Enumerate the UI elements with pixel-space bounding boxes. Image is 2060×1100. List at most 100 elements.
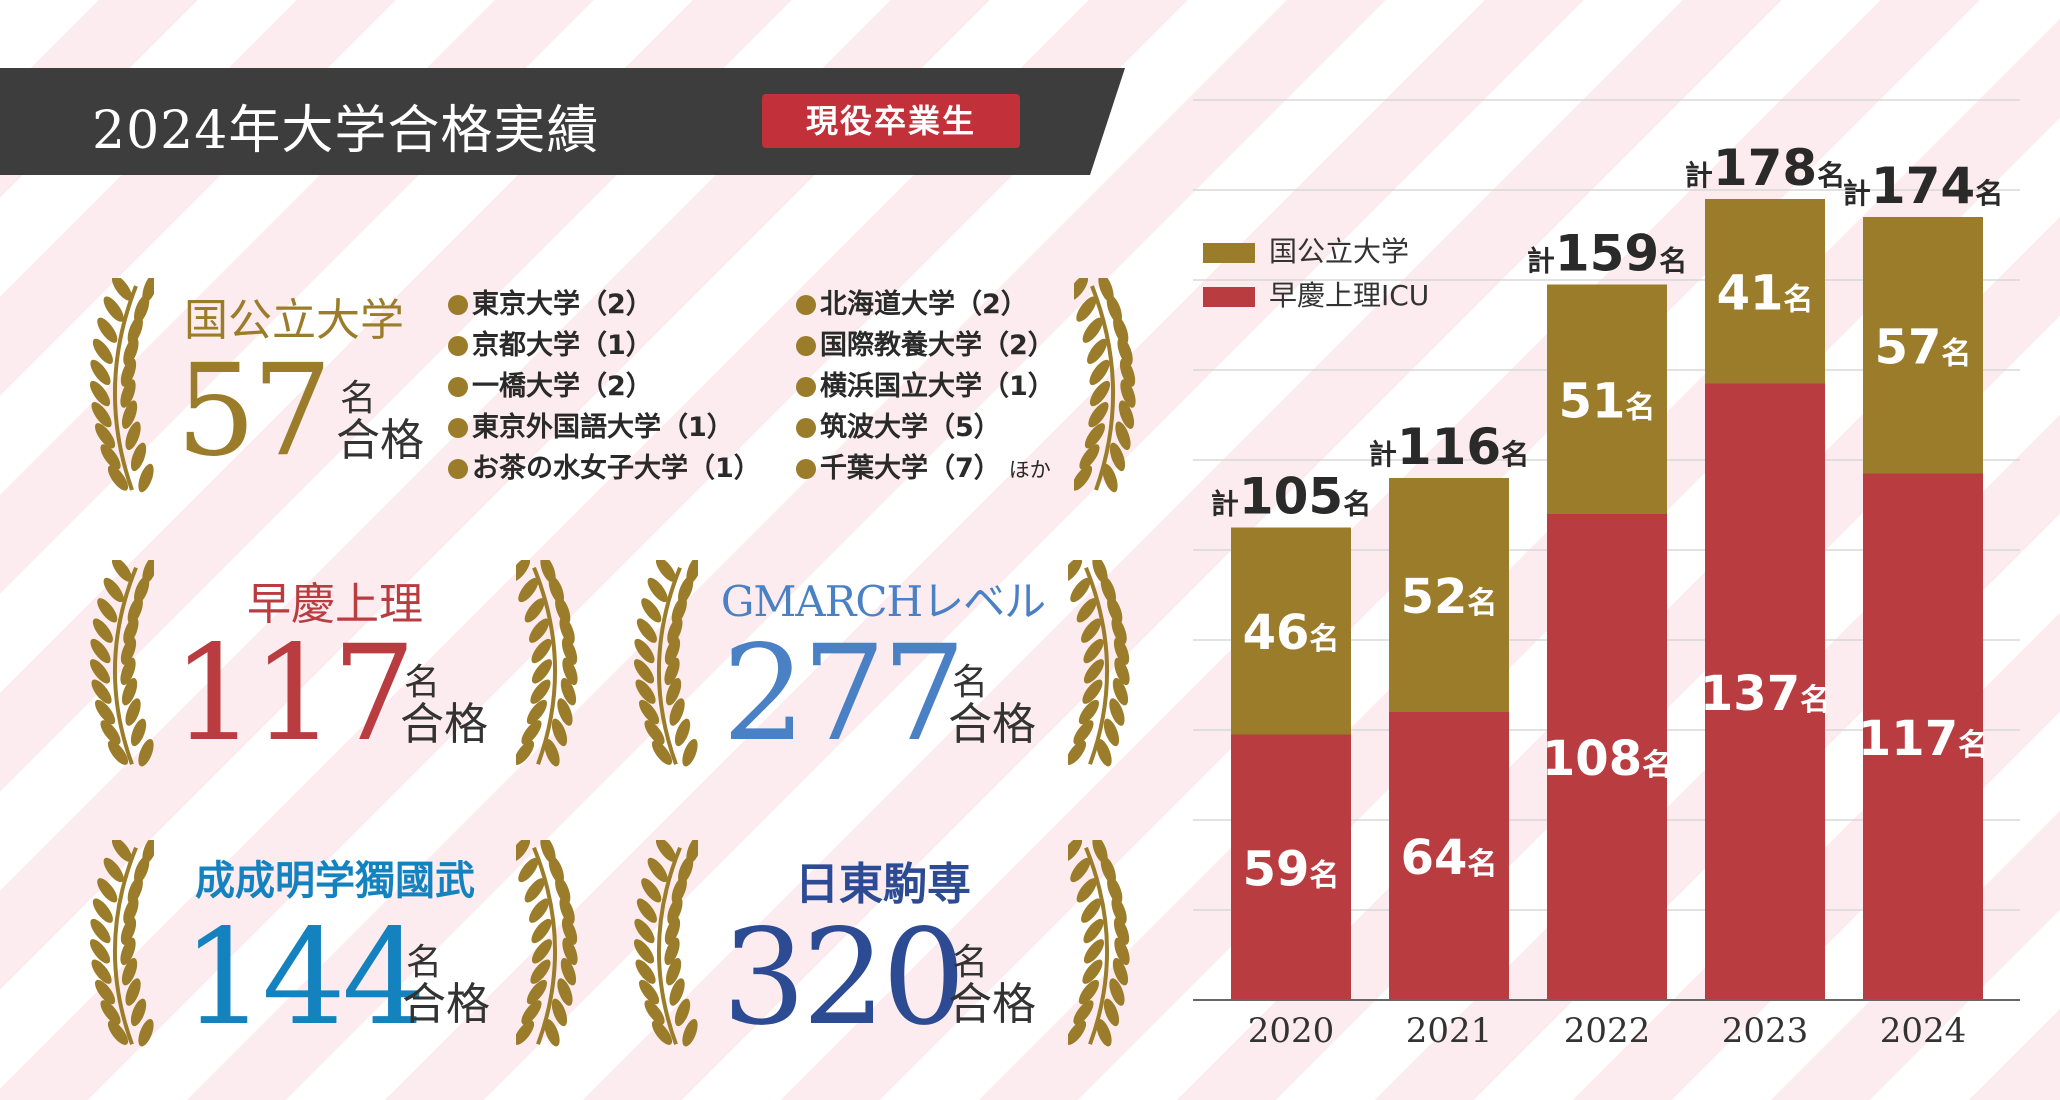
laurel-leaf [1113,315,1129,345]
laurel-leaf [516,560,531,582]
legend-label: 国公立大学 [1269,235,1410,268]
laurel-leaf [682,1019,698,1047]
bar-segment-kokkoritsu [1389,478,1509,712]
laurel-leaf [669,978,685,1006]
card-nittokomasen: 日東駒専 320 名 合格 [628,840,1130,1052]
data-label-part: 46 [1243,605,1310,661]
total-label-part: 計 [1211,488,1239,521]
data-label: 64名 [1401,830,1498,886]
laurel-leaf [561,637,578,665]
laurel-leaf [667,616,683,645]
laurel-leaf [1089,359,1110,386]
laurel-left-icon [633,840,698,1047]
laurel-leaf [544,1019,560,1047]
unit-goukaku: 合格 [948,978,1036,1030]
list-item: 筑波大学（5） [796,407,1055,448]
data-label: 51名 [1559,373,1656,429]
laurel-leaf [555,876,571,905]
laurel-leaf [1115,421,1131,451]
laurel-leaf [635,959,656,984]
laurel-leaf [134,294,150,324]
laurel-leaf [138,739,154,767]
laurel-leaf [107,465,129,491]
data-label-part: 名 [1800,683,1830,718]
laurel-leaf [103,857,124,883]
laurel-leaf [1070,857,1091,883]
laurel-leaf [678,856,694,884]
laurel-leaf [1111,896,1127,925]
card-gmarch: GMARCHレベル 277 名 合格 [628,560,1130,772]
university-name: 京都大学（1） [472,330,653,361]
unit-goukaku: 合格 [948,698,1036,750]
laurel-leaf [1074,278,1089,301]
laurel-leaf [1087,338,1108,364]
bullet-icon [796,459,816,479]
laurel-leaf [559,616,575,645]
laurel-leaf [120,358,137,387]
laurel-leaf [665,957,682,986]
bar-segment-sokeijochi [1231,734,1351,1000]
data-label-part: 名 [1625,390,1655,425]
total-label-part: 計 [1843,177,1871,210]
x-tick-label: 2023 [1722,1011,1809,1051]
laurel-leaf [90,359,111,386]
laurel-right-icon [1074,278,1136,493]
laurel-leaf [1103,718,1120,747]
page-title: 2024年大学合格実績 [92,101,600,161]
laurel-leaf [526,979,548,1005]
laurel-leaf [544,739,560,767]
laurel-leaf [1113,917,1130,945]
laurel-leaf [92,618,113,643]
laurel-leaf [638,699,660,725]
laurel-leaf [1107,596,1123,625]
laurel-leaf [138,1019,154,1047]
data-label: 117名 [1858,711,1988,767]
data-label: 59名 [1243,841,1340,897]
legend-label: 早慶上理ICU [1269,279,1430,312]
total-label-part: 178 [1713,139,1817,197]
laurel-leaf [1111,616,1127,645]
laurel-leaf [518,857,539,883]
laurel-leaf [1113,637,1130,665]
laurel-leaf [560,677,577,706]
laurel-leaf [562,657,578,686]
laurel-leaf [1109,698,1125,726]
laurel-leaf [548,576,564,604]
laurel-leaf [1117,337,1133,366]
laurel-leaf [557,698,573,726]
list-item: 京都大学（1） [448,325,761,366]
laurel-leaf [678,576,694,604]
laurel-leaf [1114,937,1130,966]
laurel-leaf [636,618,657,643]
unit-label: 名 合格 [402,944,490,1028]
laurel-leaf [644,1000,665,1025]
pass-count: 57 [176,337,332,484]
laurel-leaf [664,657,680,686]
university-name: 筑波大学（5） [820,412,1001,443]
unit-label: 名 合格 [948,944,1036,1028]
laurel-leaf [127,596,143,625]
laurel-leaf [127,315,143,345]
laurel-leaf [529,618,550,643]
laurel-leaf [531,918,552,944]
laurel-leaf [560,957,577,986]
laurel-leaf [518,577,539,603]
laurel-leaf [641,598,662,623]
laurel-leaf [634,918,655,944]
data-label: 52名 [1401,569,1498,625]
laurel-leaf [1078,979,1100,1005]
laurel-leaf [664,637,681,665]
bar-segment-sokeijochi [1705,383,1825,1000]
bar-segment-sokeijochi [1547,514,1667,1000]
laurel-leaf [91,402,112,428]
bar-segment-sokeijochi [1863,473,1983,1000]
data-label-part: 52 [1401,569,1468,625]
laurel-leaf [103,577,124,603]
laurel-leaf [667,896,683,925]
chart-plot: 59名46名計105名202064名52名計116名2021108名51名計15… [1193,99,2020,1051]
total-label-part: 計 [1369,438,1397,471]
laurel-leaf [89,659,111,684]
laurel-leaf [1068,1020,1087,1045]
laurel-left-icon [89,560,154,767]
laurel-leaf [91,679,112,704]
